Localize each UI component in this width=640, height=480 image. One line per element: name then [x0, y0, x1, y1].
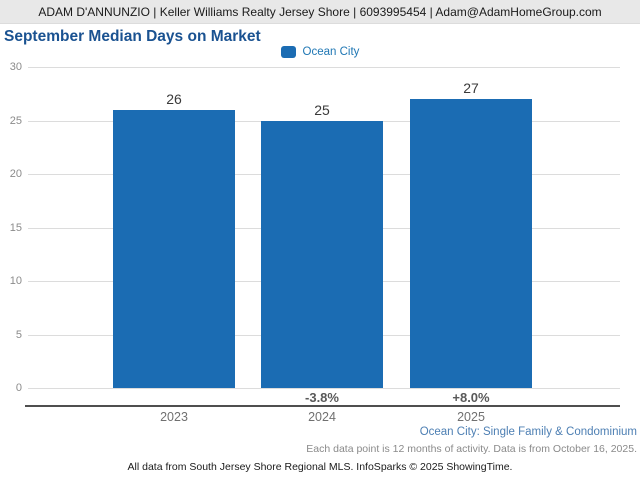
x-tick-label: 2023 — [160, 410, 188, 424]
bar-value-label: 25 — [314, 101, 330, 118]
mls-attribution: All data from South Jersey Shore Regiona… — [127, 461, 513, 473]
data-freshness-note: Each data point is 12 months of activity… — [306, 443, 637, 455]
x-tick-label: 2024 — [308, 410, 336, 424]
legend-swatch-icon — [280, 46, 296, 58]
y-tick-label: 20 — [9, 168, 22, 180]
x-tick-label: 2025 — [457, 410, 485, 424]
page-title: September Median Days on Market — [4, 28, 261, 45]
bar — [261, 120, 383, 388]
gridline — [28, 388, 620, 389]
chart-scope-caption: Ocean City: Single Family & Condominium — [419, 426, 637, 438]
agent-contact-text: ADAM D'ANNUNZIO | Keller Williams Realty… — [38, 4, 602, 19]
y-tick-label: 25 — [9, 114, 22, 127]
legend-series-label: Ocean City — [302, 46, 360, 58]
y-tick-label: 0 — [15, 382, 22, 394]
bar-value-label: 27 — [463, 80, 479, 97]
agent-contact-header: ADAM D'ANNUNZIO | Keller Williams Realty… — [0, 0, 640, 24]
bar — [410, 99, 532, 388]
y-tick-label: 5 — [15, 328, 22, 341]
chart-legend[interactable]: Ocean City — [0, 46, 640, 58]
y-tick-label: 10 — [9, 275, 22, 287]
bar-value-label: 26 — [166, 90, 182, 107]
y-tick-label: 15 — [9, 221, 22, 234]
y-tick-label: 30 — [9, 61, 22, 73]
pct-change-label: -3.8% — [305, 390, 339, 405]
bar — [113, 109, 235, 388]
pct-change-label: +8.0% — [452, 390, 490, 405]
x-axis-line — [25, 405, 620, 407]
gridline — [28, 67, 620, 68]
